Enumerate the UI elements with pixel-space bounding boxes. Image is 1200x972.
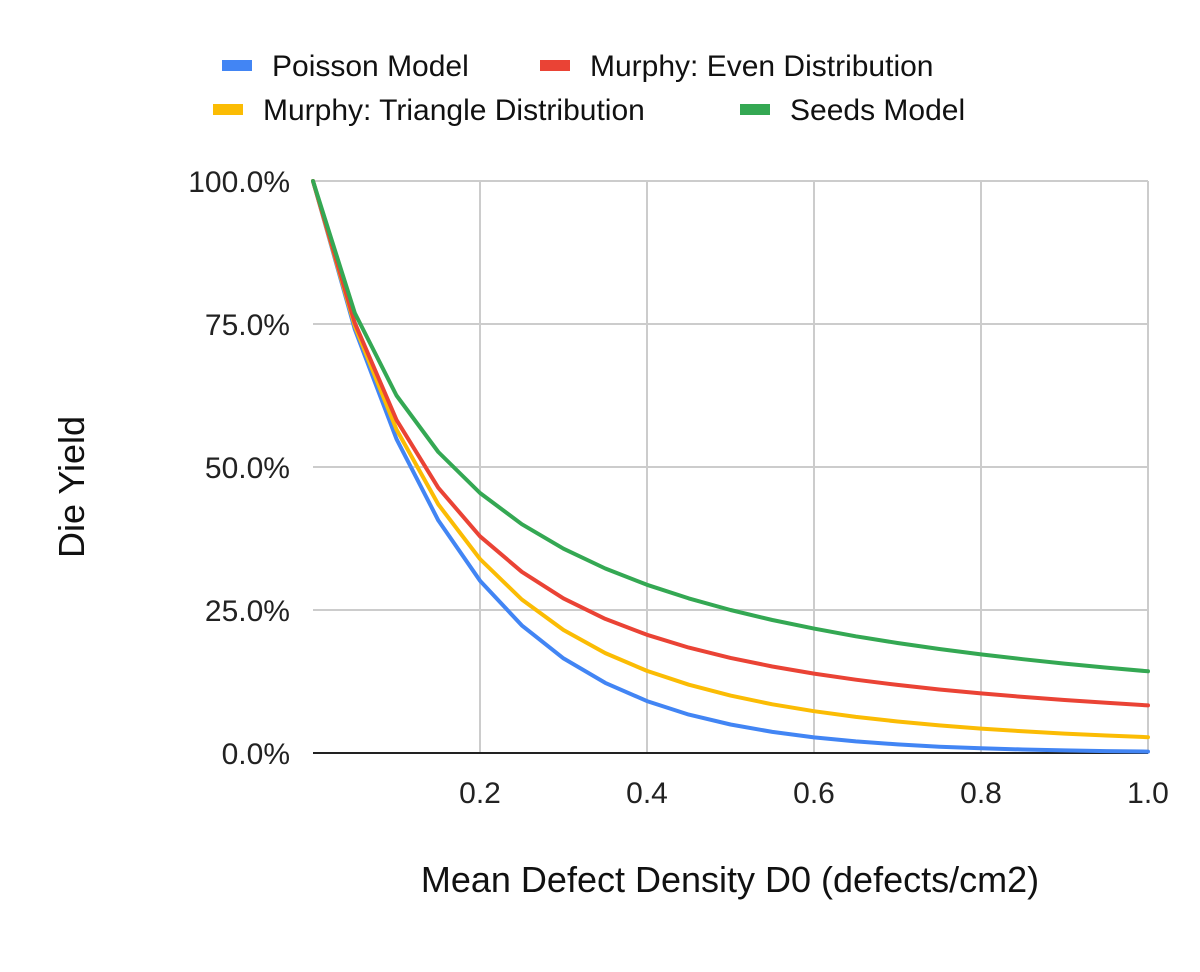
legend-swatch bbox=[213, 104, 243, 115]
legend-item: Murphy: Even Distribution bbox=[540, 50, 933, 83]
gridlines bbox=[313, 180, 1149, 753]
legend-item: Murphy: Triangle Distribution bbox=[213, 94, 645, 127]
series-line-murphy-triangle-distribution bbox=[311, 179, 1150, 740]
series-line-seeds-model bbox=[311, 179, 1150, 674]
x-tick-label: 0.4 bbox=[626, 777, 668, 810]
x-tick-label: 0.8 bbox=[960, 777, 1002, 810]
x-tick-label: 0.2 bbox=[459, 777, 501, 810]
legend-label: Poisson Model bbox=[272, 50, 469, 83]
legend-swatch bbox=[540, 60, 570, 71]
x-tick-label: 1.0 bbox=[1127, 777, 1169, 810]
series-lines bbox=[311, 179, 1150, 754]
legend-item: Poisson Model bbox=[222, 50, 469, 83]
legend-label: Murphy: Triangle Distribution bbox=[263, 94, 645, 127]
legend: Poisson Model Murphy: Even Distribution Mu… bbox=[213, 50, 965, 127]
y-tick-label: 0.0% bbox=[222, 738, 290, 771]
y-tick-label: 100.0% bbox=[188, 166, 290, 199]
x-tick-label: 0.6 bbox=[793, 777, 835, 810]
legend-item: Seeds Model bbox=[740, 94, 965, 127]
x-axis-title: Mean Defect Density D0 (defects/cm2) bbox=[421, 859, 1039, 900]
tick-labels: 0.0% 25.0% 50.0% 75.0% 100.0% 0.2 0.4 0.6 0.8 1.0 bbox=[188, 166, 1169, 810]
legend-label: Seeds Model bbox=[790, 94, 965, 127]
y-tick-label: 25.0% bbox=[205, 595, 290, 628]
y-tick-label: 50.0% bbox=[205, 452, 290, 485]
legend-label: Murphy: Even Distribution bbox=[590, 50, 933, 83]
legend-swatch bbox=[740, 104, 770, 115]
series-line-poisson-model bbox=[311, 179, 1150, 754]
y-tick-label: 75.0% bbox=[205, 309, 290, 342]
series-line-murphy-even-distribution bbox=[311, 179, 1150, 708]
legend-swatch bbox=[222, 60, 252, 71]
y-axis-title: Die Yield bbox=[51, 416, 92, 558]
